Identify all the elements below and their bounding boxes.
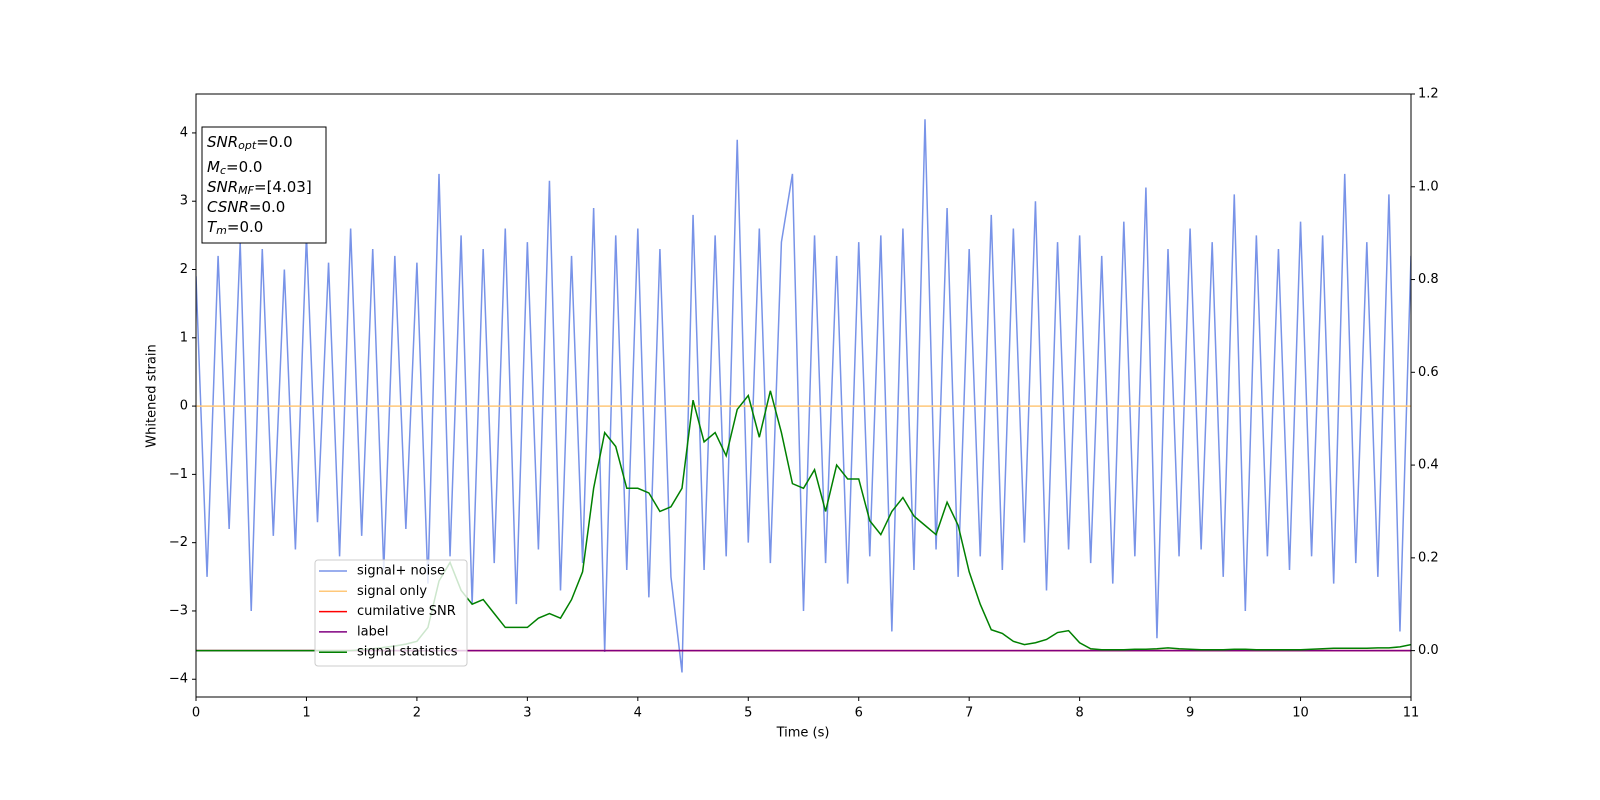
y2-tick-label: 0.4 (1418, 458, 1439, 473)
annotation-text: =0.0 (227, 218, 263, 236)
x-tick-label: 7 (965, 706, 973, 721)
y2-tick-label: 0.2 (1418, 550, 1439, 565)
annotation-sub: MF (238, 184, 254, 197)
annotation-text: =0.0 (226, 158, 262, 176)
x-tick-label: 9 (1186, 706, 1194, 721)
x-tick-label: 6 (855, 706, 863, 721)
y-tick-label: 4 (180, 125, 188, 140)
legend-label: signal statistics (357, 645, 458, 660)
legend: signal+ noise signal only cumilative SNR la… (314, 559, 468, 667)
annotation-line: SNRMF=[4.03] (207, 178, 312, 198)
legend-frame (314, 559, 468, 667)
annotation-name: SNR (207, 178, 238, 196)
y2-tick-label: 0.8 (1418, 272, 1439, 287)
x-tick-label: 1 (302, 706, 310, 721)
annotation-line: Mc=0.0 (207, 158, 262, 178)
y-tick-label: 3 (180, 194, 188, 209)
annotation-sub: m (216, 224, 227, 237)
x-tick-label: 8 (1075, 706, 1083, 721)
x-tick-label: 4 (634, 706, 642, 721)
x-tick-label: 5 (744, 706, 752, 721)
annotation-text: =0.0 (256, 133, 292, 151)
y-tick-label: −3 (169, 603, 188, 618)
y-tick-label: −2 (169, 535, 188, 550)
y-tick-label: 2 (180, 262, 188, 277)
annotation-line: SNRopt=0.0 (207, 133, 293, 153)
legend-label: signal only (357, 584, 427, 599)
annotation-box: SNRopt=0.0Mc=0.0SNRMF=[4.03]CSNR=0.0Tm=0… (201, 126, 327, 244)
annotation-sub: c (220, 164, 226, 177)
x-tick-label: 11 (1403, 706, 1420, 721)
x-tick-label: 2 (413, 706, 421, 721)
annotation-name: M (207, 158, 220, 176)
y2-tick-label: 0.0 (1418, 643, 1439, 658)
annotation-sub: opt (238, 139, 257, 152)
annotation-text: =0.0 (249, 198, 285, 216)
annotation-frame (201, 126, 327, 244)
series-line (196, 119, 1411, 673)
y2-tick-label: 1.0 (1418, 179, 1439, 194)
y-axis-label: Whitened strain (145, 344, 160, 447)
x-axis-label: Time (s) (776, 726, 830, 741)
annotation-line: CSNR=0.0 (207, 198, 285, 216)
legend-label: signal+ noise (357, 564, 445, 579)
annotation-name: SNR (207, 133, 238, 151)
x-tick-label: 10 (1292, 706, 1309, 721)
y2-tick-label: 0.6 (1418, 365, 1439, 380)
annotation-name: CSNR (207, 198, 249, 216)
y-tick-label: 0 (180, 399, 188, 414)
annotation-text: =[4.03] (254, 178, 312, 196)
legend-label: label (357, 624, 388, 639)
axes-frame (195, 93, 1412, 698)
y-tick-label: 1 (180, 330, 188, 345)
y-tick-label: −4 (169, 672, 188, 687)
annotation-name: T (207, 218, 218, 236)
y-tick-label: −1 (169, 467, 188, 482)
legend-label: cumilative SNR (357, 604, 456, 619)
y2-tick-label: 1.2 (1418, 87, 1439, 102)
annotation-line: Tm=0.0 (207, 218, 263, 238)
x-tick-label: 0 (192, 706, 200, 721)
x-tick-label: 3 (523, 706, 531, 721)
